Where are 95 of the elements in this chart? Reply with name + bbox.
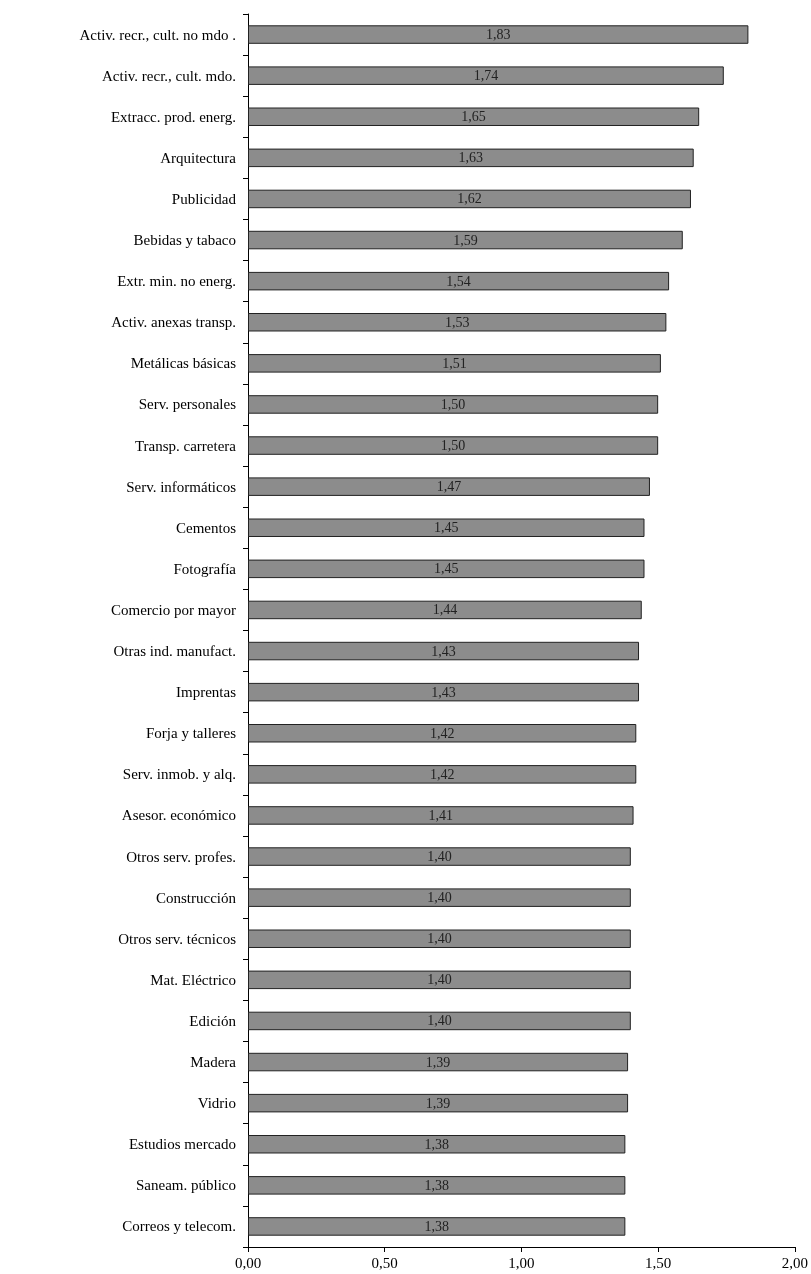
y-tick-label: Imprentas: [176, 684, 237, 701]
data-label: 1,39: [425, 1054, 451, 1070]
bar: [248, 1135, 626, 1154]
y-tick-label: Activ. recr., cult. mdo.: [102, 67, 236, 84]
data-label: 1,62: [457, 191, 482, 207]
y-tick-label: Extracc. prod. energ.: [110, 108, 236, 125]
y-tick-label: Extr. min. no energ.: [117, 273, 236, 290]
y-tick-label: Comercio por mayor: [111, 601, 236, 618]
bar: [248, 600, 642, 620]
y-tick-label: Serv. personales: [138, 396, 237, 413]
bar: [248, 1093, 629, 1113]
y-tick-label: Construcción: [156, 889, 237, 906]
data-label: 1,42: [429, 766, 455, 782]
data-label: 1,83: [485, 27, 511, 43]
data-label: 1,45: [433, 520, 459, 536]
bar: [248, 641, 640, 661]
bar: [248, 189, 691, 209]
data-label: 1,63: [458, 150, 484, 166]
bar: [248, 1052, 629, 1072]
bar: [248, 559, 645, 579]
data-label: 1,38: [424, 1218, 449, 1234]
x-tick-label: 2,00: [781, 1254, 808, 1271]
y-tick-label: Activ. recr., cult. no mdo .: [79, 26, 236, 43]
data-label: 1,74: [473, 68, 499, 84]
x-tick-label: 1,00: [508, 1254, 535, 1271]
data-label: 1,45: [433, 561, 459, 577]
data-label: 1,50: [440, 396, 466, 412]
bar: [248, 436, 659, 455]
y-tick-label: Serv. inmob. y alq.: [122, 766, 236, 783]
bar: [248, 395, 659, 414]
x-tick-label: 0,00: [234, 1254, 262, 1271]
bar: [248, 682, 640, 702]
bar: [248, 847, 631, 866]
bar: [248, 354, 661, 373]
bar: [248, 230, 683, 250]
bar: [248, 271, 670, 291]
data-label: 1,59: [453, 232, 478, 248]
data-label: 1,42: [429, 725, 455, 741]
bar: [248, 724, 637, 743]
y-tick-label: Metálicas básicas: [130, 355, 237, 372]
y-tick-label: Serv. informáticos: [126, 478, 237, 495]
data-label: 1,47: [436, 479, 462, 495]
y-tick-label: Cementos: [176, 519, 237, 536]
data-label: 1,65: [461, 109, 486, 125]
bar: [248, 765, 637, 784]
data-label: 1,53: [444, 314, 470, 330]
bar: [248, 25, 749, 44]
y-tick-label: Arquitectura: [160, 149, 237, 166]
data-label: 1,43: [431, 684, 456, 700]
y-tick-label: Vidrio: [197, 1095, 236, 1112]
y-tick-label: Estudios mercado: [128, 1136, 236, 1153]
y-tick-label: Forja y talleres: [146, 725, 237, 742]
y-tick-label: Mat. Eléctrico: [150, 971, 236, 988]
data-label: 1,38: [424, 1136, 449, 1152]
data-label: 1,40: [427, 972, 452, 988]
bar: [248, 888, 631, 907]
bar: [248, 929, 631, 948]
bar: [248, 518, 645, 537]
data-label: 1,44: [432, 602, 458, 618]
y-tick-label: Madera: [190, 1054, 237, 1071]
data-label: 1,38: [424, 1177, 449, 1193]
y-tick-label: Publicidad: [171, 190, 237, 207]
data-label: 1,40: [427, 1013, 452, 1029]
x-tick-label: 0,50: [371, 1254, 398, 1271]
y-tick-label: Bebidas y tabaco: [133, 232, 236, 249]
bar: [248, 148, 694, 168]
y-tick-label: Fotografía: [173, 560, 237, 577]
y-tick-label: Transp. carretera: [134, 437, 237, 454]
data-label: 1,40: [427, 931, 452, 947]
y-tick-label: Otras ind. manufact.: [113, 643, 236, 660]
data-label: 1,54: [446, 273, 471, 289]
data-label: 1,41: [428, 807, 454, 823]
bar: [248, 1217, 626, 1236]
y-tick-label: Edición: [189, 1012, 237, 1029]
y-tick-label: Activ. anexas transp.: [111, 314, 236, 331]
y-tick-label: Correos y telecom.: [122, 1218, 236, 1235]
bar: [248, 1011, 631, 1031]
data-label: 1,40: [427, 849, 452, 865]
y-tick-label: Asesor. económico: [121, 807, 236, 824]
data-label: 1,39: [425, 1095, 451, 1111]
bar: [248, 806, 634, 825]
data-label: 1,40: [427, 890, 452, 906]
bar: [248, 477, 650, 496]
bar: [248, 107, 700, 126]
x-tick-label: 1,50: [645, 1254, 672, 1271]
data-label: 1,43: [431, 643, 456, 659]
bar: [248, 66, 724, 85]
y-tick-label: Otros serv. técnicos: [118, 930, 237, 947]
bar: [248, 970, 631, 990]
y-tick-label: Otros serv. profes.: [126, 848, 236, 865]
bar: [248, 313, 667, 332]
bar: [248, 1176, 626, 1195]
data-label: 1,51: [442, 355, 467, 371]
y-tick-label: Saneam. público: [136, 1177, 236, 1194]
data-label: 1,50: [440, 438, 466, 454]
